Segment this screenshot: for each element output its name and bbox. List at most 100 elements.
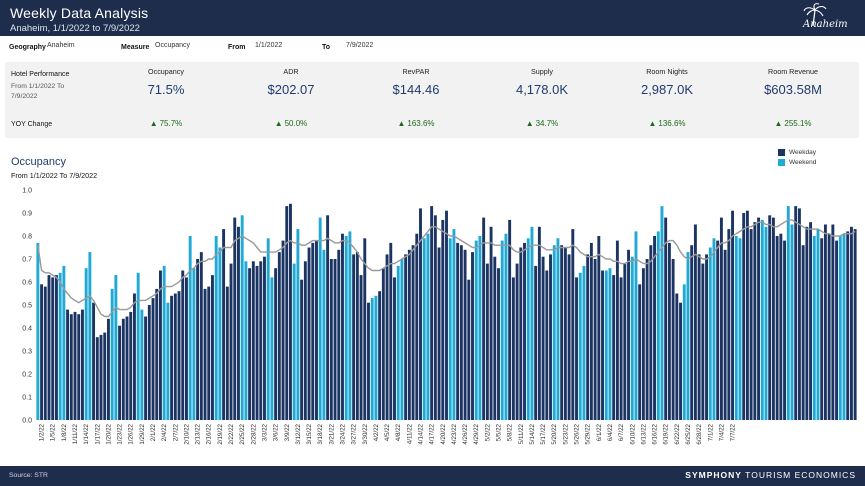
occupancy-bar[interactable] <box>181 270 185 421</box>
occupancy-bar[interactable] <box>359 275 363 420</box>
occupancy-bar[interactable] <box>471 252 474 420</box>
occupancy-bar[interactable] <box>58 272 62 420</box>
occupancy-bar[interactable] <box>478 236 482 420</box>
occupancy-bar[interactable] <box>608 268 612 420</box>
occupancy-bar[interactable] <box>144 316 148 421</box>
occupancy-bar[interactable] <box>775 236 779 420</box>
occupancy-bar[interactable] <box>132 293 136 421</box>
occupancy-bar[interactable] <box>237 226 240 420</box>
occupancy-bar[interactable] <box>593 259 597 420</box>
occupancy-bar[interactable] <box>827 233 831 420</box>
occupancy-bar[interactable] <box>649 245 653 420</box>
occupancy-bar[interactable] <box>560 245 564 420</box>
occupancy-bar[interactable] <box>54 275 58 420</box>
occupancy-bar[interactable] <box>705 254 708 420</box>
occupancy-bar[interactable] <box>196 259 200 420</box>
occupancy-bar[interactable] <box>838 236 842 420</box>
occupancy-bar[interactable] <box>344 236 348 420</box>
occupancy-bar[interactable] <box>244 261 248 420</box>
occupancy-bar[interactable] <box>671 259 675 420</box>
occupancy-bar[interactable] <box>155 288 159 420</box>
occupancy-bar[interactable] <box>682 284 686 420</box>
occupancy-bar[interactable] <box>768 215 772 420</box>
occupancy-bar[interactable] <box>222 229 226 420</box>
occupancy-bar[interactable] <box>489 226 493 420</box>
occupancy-bar[interactable] <box>51 277 55 420</box>
occupancy-bar[interactable] <box>69 314 73 420</box>
occupancy-bar[interactable] <box>790 224 794 421</box>
occupancy-bar[interactable] <box>534 265 538 420</box>
occupancy-bar[interactable] <box>426 233 430 420</box>
occupancy-bar[interactable] <box>623 263 627 420</box>
occupancy-bar[interactable] <box>849 226 853 420</box>
occupancy-bar[interactable] <box>315 240 318 420</box>
occupancy-bar[interactable] <box>248 268 252 420</box>
occupancy-bar[interactable] <box>192 268 196 420</box>
occupancy-bar[interactable] <box>757 217 761 420</box>
occupancy-bar[interactable] <box>485 263 489 420</box>
occupancy-bar[interactable] <box>749 229 753 420</box>
occupancy-bar[interactable] <box>511 277 515 420</box>
occupancy-bar[interactable] <box>712 238 716 420</box>
legend-item-weekday[interactable]: Weekday <box>778 148 816 157</box>
occupancy-bar[interactable] <box>764 226 768 420</box>
occupancy-bar[interactable] <box>831 224 835 421</box>
occupancy-bar[interactable] <box>526 238 530 420</box>
occupancy-bar[interactable] <box>448 238 452 420</box>
occupancy-bar[interactable] <box>656 231 660 420</box>
occupancy-bar[interactable] <box>601 270 604 421</box>
occupancy-bar[interactable] <box>760 219 764 420</box>
occupancy-bar[interactable] <box>589 242 593 420</box>
occupancy-bar[interactable] <box>697 254 701 420</box>
occupancy-bar[interactable] <box>835 240 839 420</box>
occupancy-bar[interactable] <box>303 261 307 420</box>
occupancy-bar[interactable] <box>396 265 400 420</box>
occupancy-bar[interactable] <box>582 265 586 420</box>
occupancy-bar[interactable] <box>270 277 274 420</box>
occupancy-bar[interactable] <box>530 226 534 420</box>
occupancy-bar[interactable] <box>578 272 582 420</box>
occupancy-bar[interactable] <box>370 298 374 420</box>
occupancy-bar[interactable] <box>166 302 170 420</box>
occupancy-bar[interactable] <box>140 309 144 420</box>
occupancy-bar[interactable] <box>515 263 519 420</box>
occupancy-bar[interactable] <box>95 337 99 420</box>
occupancy-bar[interactable] <box>88 252 92 420</box>
occupancy-bar[interactable] <box>378 291 382 420</box>
occupancy-bar[interactable] <box>43 286 47 420</box>
occupancy-bar[interactable] <box>407 249 411 420</box>
occupancy-bar[interactable] <box>519 247 523 421</box>
occupancy-bar[interactable] <box>719 217 723 420</box>
occupancy-bar[interactable] <box>437 247 441 421</box>
occupancy-bar[interactable] <box>734 236 738 420</box>
occupancy-bar[interactable] <box>106 318 110 420</box>
occupancy-bar[interactable] <box>214 236 218 420</box>
occupancy-bar[interactable] <box>805 226 809 420</box>
occupancy-bar[interactable] <box>203 288 207 420</box>
occupancy-bar[interactable] <box>745 210 749 420</box>
occupancy-bar[interactable] <box>853 229 857 420</box>
occupancy-bar[interactable] <box>229 263 233 420</box>
occupancy-bar[interactable] <box>537 226 541 420</box>
occupancy-bar[interactable] <box>586 254 590 420</box>
occupancy-bar[interactable] <box>400 259 404 420</box>
occupancy-bar[interactable] <box>318 217 322 420</box>
occupancy-bar[interactable] <box>348 231 352 420</box>
occupancy-bar[interactable] <box>567 254 571 420</box>
occupancy-bar[interactable] <box>188 236 192 420</box>
occupancy-bar[interactable] <box>627 249 630 420</box>
occupancy-bar[interactable] <box>708 247 712 421</box>
occupancy-bar[interactable] <box>679 302 682 420</box>
occupancy-bar[interactable] <box>114 275 118 420</box>
occupancy-bar[interactable] <box>467 279 471 420</box>
occupancy-bar[interactable] <box>660 206 664 420</box>
occupancy-bar[interactable] <box>289 203 292 420</box>
occupancy-bar[interactable] <box>159 270 162 421</box>
occupancy-bar[interactable] <box>125 316 129 421</box>
occupancy-bar[interactable] <box>393 277 396 420</box>
occupancy-bar[interactable] <box>441 219 445 420</box>
occupancy-bar[interactable] <box>259 261 263 420</box>
occupancy-bar[interactable] <box>103 332 107 420</box>
occupancy-bar[interactable] <box>771 217 775 420</box>
occupancy-bar[interactable] <box>604 270 608 421</box>
